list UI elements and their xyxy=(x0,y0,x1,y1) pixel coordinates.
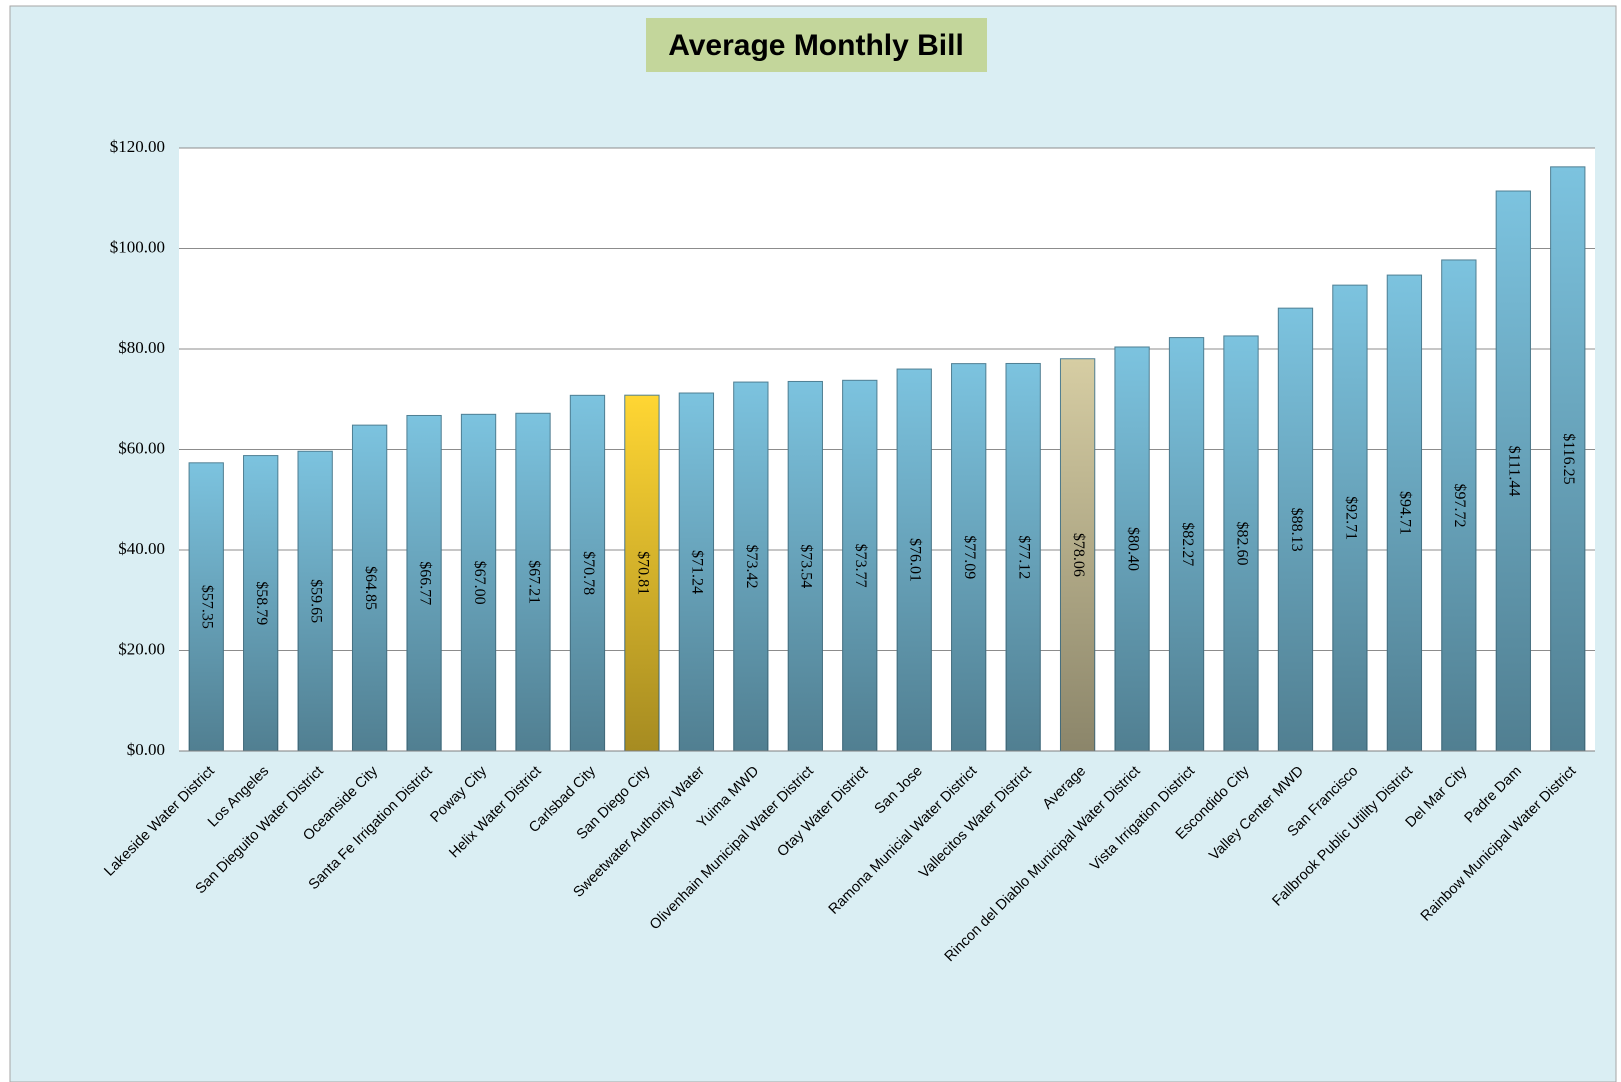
value-label: $67.21 xyxy=(525,560,542,604)
bar-shade xyxy=(897,369,932,751)
bar-shade xyxy=(243,455,278,751)
bar-shade xyxy=(352,425,387,751)
value-label: $77.09 xyxy=(961,535,978,579)
bar-shade xyxy=(1223,335,1259,751)
title-box xyxy=(646,18,987,72)
bar-shade xyxy=(1169,337,1204,751)
bar-shade xyxy=(515,413,551,751)
value-label: $97.72 xyxy=(1451,483,1468,527)
value-label: $88.13 xyxy=(1288,508,1305,552)
chart-title: Average Monthly Bill xyxy=(668,29,964,62)
value-label: $82.60 xyxy=(1233,521,1250,565)
value-label: $77.12 xyxy=(1015,535,1032,579)
y-tick-label: $60.00 xyxy=(118,438,165,457)
bar-shade xyxy=(624,395,660,751)
value-label: $76.01 xyxy=(907,538,924,582)
value-label: $71.24 xyxy=(689,550,706,594)
bar-shade xyxy=(297,451,333,751)
value-label: $59.65 xyxy=(307,579,324,623)
y-tick-label: $100.00 xyxy=(110,237,165,256)
value-label: $116.25 xyxy=(1560,433,1577,484)
value-label: $82.27 xyxy=(1179,522,1196,566)
bar-shade xyxy=(788,381,823,751)
value-label: $73.77 xyxy=(852,544,869,588)
bar-shade xyxy=(1278,308,1313,751)
bar-shade xyxy=(951,363,986,751)
bar-shade xyxy=(1005,363,1041,751)
y-tick-label: $0.00 xyxy=(127,740,165,759)
value-label: $78.06 xyxy=(1070,533,1087,577)
value-label: $70.81 xyxy=(634,551,651,595)
value-label: $58.79 xyxy=(253,581,270,625)
value-label: $66.77 xyxy=(416,561,433,605)
bar-shade xyxy=(1114,346,1150,751)
y-tick-label: $120.00 xyxy=(110,137,165,156)
bar-shade xyxy=(733,382,769,751)
value-label: $73.42 xyxy=(743,545,760,589)
bar-shade xyxy=(1550,166,1585,751)
y-tick-label: $80.00 xyxy=(118,338,165,357)
bar-shade xyxy=(570,395,605,751)
value-label: $92.71 xyxy=(1342,496,1359,540)
value-label: $57.35 xyxy=(199,585,216,629)
value-label: $64.85 xyxy=(362,566,379,610)
value-label: $73.54 xyxy=(798,544,815,588)
value-label: $111.44 xyxy=(1506,446,1523,497)
bar-shade xyxy=(679,393,714,751)
bar-shade xyxy=(406,415,442,751)
bar-shade xyxy=(1332,285,1368,751)
bar-shade xyxy=(1441,259,1477,751)
bar-shade xyxy=(461,414,496,751)
value-label: $94.71 xyxy=(1397,491,1414,535)
y-tick-label: $20.00 xyxy=(118,639,165,658)
bar-shade xyxy=(1387,275,1422,751)
bar-shade xyxy=(1496,191,1531,751)
value-label: $67.00 xyxy=(471,561,488,605)
y-tick-label: $40.00 xyxy=(118,539,165,558)
value-label: $70.78 xyxy=(580,551,597,595)
value-label: $80.40 xyxy=(1124,527,1141,571)
bar-shade xyxy=(189,462,224,751)
bar-shade xyxy=(1060,358,1095,751)
bar-shade xyxy=(842,380,877,751)
